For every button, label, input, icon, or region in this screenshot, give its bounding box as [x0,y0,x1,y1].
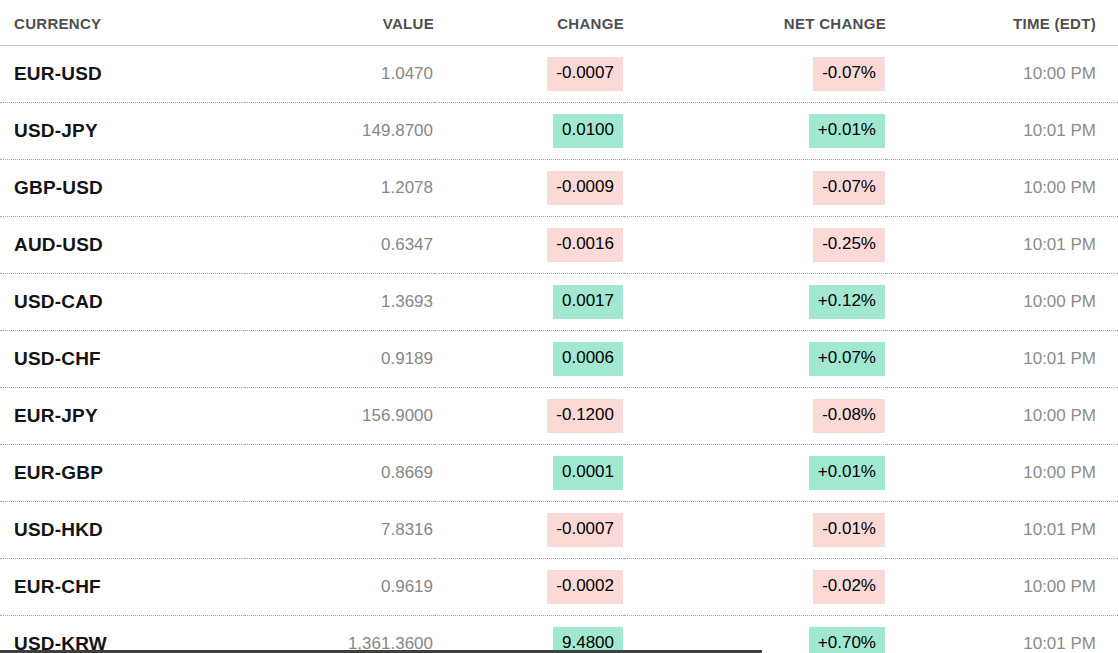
change-cell: 0.0100 [434,103,624,160]
table-body: EUR-USD 1.0470 -0.0007 -0.07% 10:00 PM U… [0,46,1118,653]
net-change-cell: -0.02% [624,559,886,616]
change-badge: 0.0001 [553,456,623,489]
net-change-badge: -0.02% [813,570,885,603]
change-cell: 0.0006 [434,331,624,388]
column-header-net-change: NET CHANGE [624,0,886,46]
fx-rates-table: CURRENCY VALUE CHANGE NET CHANGE TIME (E… [0,0,1118,653]
net-change-cell: -0.01% [624,502,886,559]
change-cell: 0.0017 [434,274,624,331]
change-cell: -0.0016 [434,217,624,274]
change-badge: 0.0100 [553,114,623,147]
time-cell: 10:00 PM [886,274,1118,331]
time-cell: 10:00 PM [886,160,1118,217]
table-row: USD-CHF 0.9189 0.0006 +0.07% 10:01 PM [0,331,1118,388]
net-change-badge: +0.01% [809,114,885,147]
value-cell: 1.3693 [244,274,434,331]
value-cell: 0.8669 [244,445,434,502]
net-change-cell: +0.01% [624,103,886,160]
change-badge: -0.0016 [547,228,623,261]
net-change-badge: -0.01% [813,513,885,546]
net-change-cell: -0.07% [624,160,886,217]
value-cell: 0.9189 [244,331,434,388]
net-change-badge: +0.70% [809,627,885,653]
change-cell: -0.0007 [434,46,624,103]
table-row: USD-KRW 1,361.3600 9.4800 +0.70% 10:01 P… [0,616,1118,653]
currency-pair-link[interactable]: USD-JPY [0,103,244,160]
time-cell: 10:01 PM [886,331,1118,388]
net-change-badge: -0.25% [813,228,885,261]
currency-pair-link[interactable]: AUD-USD [0,217,244,274]
currency-pair-link[interactable]: GBP-USD [0,160,244,217]
value-cell: 1.0470 [244,46,434,103]
currency-pair-link[interactable]: USD-KRW [0,616,244,653]
net-change-cell: +0.12% [624,274,886,331]
currency-pair-link[interactable]: USD-CAD [0,274,244,331]
change-cell: -0.0009 [434,160,624,217]
header-row: CURRENCY VALUE CHANGE NET CHANGE TIME (E… [0,0,1118,46]
time-cell: 10:00 PM [886,445,1118,502]
fx-rates-panel: CURRENCY VALUE CHANGE NET CHANGE TIME (E… [0,0,1118,653]
net-change-badge: -0.07% [813,57,885,90]
value-cell: 7.8316 [244,502,434,559]
value-cell: 149.8700 [244,103,434,160]
currency-pair-link[interactable]: EUR-USD [0,46,244,103]
currency-pair-link[interactable]: EUR-CHF [0,559,244,616]
change-badge: -0.0007 [547,57,623,90]
time-cell: 10:01 PM [886,502,1118,559]
table-row: EUR-JPY 156.9000 -0.1200 -0.08% 10:00 PM [0,388,1118,445]
table-row: GBP-USD 1.2078 -0.0009 -0.07% 10:00 PM [0,160,1118,217]
net-change-cell: +0.70% [624,616,886,653]
value-cell: 1.2078 [244,160,434,217]
currency-pair-link[interactable]: EUR-GBP [0,445,244,502]
net-change-badge: -0.07% [813,171,885,204]
time-cell: 10:01 PM [886,616,1118,653]
currency-pair-link[interactable]: USD-HKD [0,502,244,559]
change-cell: -0.1200 [434,388,624,445]
net-change-badge: +0.07% [809,342,885,375]
net-change-badge: +0.12% [809,285,885,318]
net-change-cell: -0.25% [624,217,886,274]
net-change-cell: +0.01% [624,445,886,502]
change-cell: 9.4800 [434,616,624,653]
value-cell: 1,361.3600 [244,616,434,653]
net-change-cell: +0.07% [624,331,886,388]
column-header-time: TIME (EDT) [886,0,1118,46]
table-row: USD-HKD 7.8316 -0.0007 -0.01% 10:01 PM [0,502,1118,559]
currency-pair-link[interactable]: EUR-JPY [0,388,244,445]
change-badge: 0.0006 [553,342,623,375]
value-cell: 156.9000 [244,388,434,445]
change-cell: -0.0002 [434,559,624,616]
column-header-currency: CURRENCY [0,0,244,46]
change-badge: -0.0009 [547,171,623,204]
table-row: USD-JPY 149.8700 0.0100 +0.01% 10:01 PM [0,103,1118,160]
time-cell: 10:01 PM [886,103,1118,160]
net-change-cell: -0.08% [624,388,886,445]
time-cell: 10:01 PM [886,217,1118,274]
time-cell: 10:00 PM [886,46,1118,103]
change-cell: 0.0001 [434,445,624,502]
table-header: CURRENCY VALUE CHANGE NET CHANGE TIME (E… [0,0,1118,46]
table-row: EUR-CHF 0.9619 -0.0002 -0.02% 10:00 PM [0,559,1118,616]
change-cell: -0.0007 [434,502,624,559]
net-change-badge: +0.01% [809,456,885,489]
change-badge: -0.1200 [547,399,623,432]
change-badge: 0.0017 [553,285,623,318]
change-badge: -0.0002 [547,570,623,603]
table-row: EUR-GBP 0.8669 0.0001 +0.01% 10:00 PM [0,445,1118,502]
column-header-value: VALUE [244,0,434,46]
net-change-badge: -0.08% [813,399,885,432]
table-row: EUR-USD 1.0470 -0.0007 -0.07% 10:00 PM [0,46,1118,103]
currency-pair-link[interactable]: USD-CHF [0,331,244,388]
table-row: AUD-USD 0.6347 -0.0016 -0.25% 10:01 PM [0,217,1118,274]
time-cell: 10:00 PM [886,559,1118,616]
value-cell: 0.9619 [244,559,434,616]
change-badge: -0.0007 [547,513,623,546]
column-header-change: CHANGE [434,0,624,46]
time-cell: 10:00 PM [886,388,1118,445]
table-row: USD-CAD 1.3693 0.0017 +0.12% 10:00 PM [0,274,1118,331]
net-change-cell: -0.07% [624,46,886,103]
value-cell: 0.6347 [244,217,434,274]
